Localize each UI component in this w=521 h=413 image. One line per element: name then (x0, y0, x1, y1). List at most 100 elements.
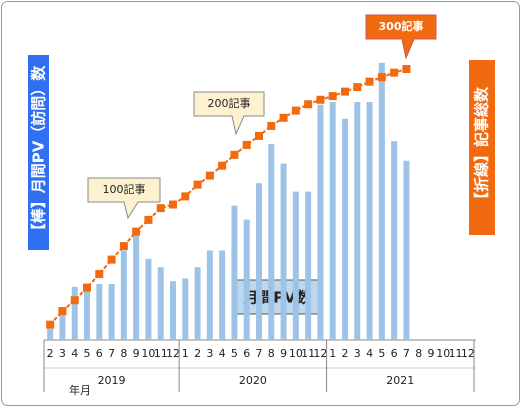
bar (84, 284, 90, 340)
bar (157, 267, 164, 340)
x-tick-label: 9 (133, 347, 140, 360)
line-marker (46, 320, 55, 329)
x-tick-label: 6 (243, 347, 250, 360)
x-tick-label: 9 (280, 347, 287, 360)
line-marker (242, 140, 251, 149)
bar (219, 250, 226, 340)
x-axis-label: 年月 (69, 383, 91, 397)
line-marker (181, 192, 190, 201)
bar (194, 267, 201, 340)
line-marker (328, 92, 337, 101)
x-tick-label: 10 (436, 347, 450, 360)
bar (47, 328, 54, 340)
line-marker (341, 87, 349, 96)
x-tick-label: 4 (219, 347, 226, 360)
annotation: 100記事 (103, 182, 146, 196)
line-marker (402, 65, 411, 74)
bar-label: 月間PV数 (242, 289, 312, 307)
line-marker (205, 171, 214, 180)
x-tick-label: 10 (289, 347, 303, 360)
x-tick-label: 5 (378, 347, 385, 360)
bar (96, 284, 103, 340)
bar (108, 284, 115, 340)
line-marker (119, 242, 128, 251)
line-marker (132, 227, 141, 236)
line-marker (169, 200, 177, 209)
line-marker (377, 73, 386, 82)
line-marker (390, 68, 399, 77)
bar (280, 163, 287, 340)
bar (59, 314, 66, 340)
x-tick-label: 8 (415, 347, 422, 360)
line-marker (70, 296, 79, 305)
callout-200 (193, 91, 265, 136)
line-marker (107, 255, 116, 264)
x-tick-label: 4 (366, 347, 373, 360)
y-axis-label-left: 【棒】月間PV（訪問）数 (30, 65, 48, 239)
callout-100 (87, 177, 161, 220)
x-tick-label: 2 (47, 347, 54, 360)
line-marker (316, 95, 325, 104)
bar (231, 205, 238, 340)
callout-300 (365, 14, 437, 60)
x-tick-label: 7 (403, 347, 410, 360)
line-marker (218, 161, 227, 170)
x-tick-label: 11 (301, 347, 315, 360)
bar (292, 191, 299, 340)
x-tick-label: 6 (96, 347, 103, 360)
x-tick-label: 3 (354, 347, 361, 360)
line-marker (279, 113, 288, 122)
x-tick-label: 12 (166, 347, 180, 360)
line-marker (267, 121, 276, 130)
bar (354, 102, 361, 340)
annotation: 200記事 (208, 96, 251, 110)
bar (305, 191, 312, 340)
bar (378, 62, 385, 341)
y-axis-label-right: 【折線】記事総数 (473, 86, 491, 207)
annotation: 300記事 (379, 19, 424, 33)
x-tick-label: 7 (108, 347, 115, 360)
x-tick-label: 1 (329, 347, 336, 360)
bar (256, 183, 262, 340)
line-marker (144, 215, 153, 224)
bar (120, 250, 127, 340)
line-marker (304, 100, 313, 109)
line-marker (353, 83, 362, 92)
x-tick-label: 11 (154, 347, 168, 360)
x-tick-label: 8 (120, 347, 127, 360)
bar (170, 281, 176, 340)
x-tick-label: 9 (428, 347, 435, 360)
x-tick-label: 12 (313, 347, 327, 360)
x-group-label: 2019 (98, 374, 126, 387)
left-label-box (28, 55, 49, 250)
bar (391, 141, 398, 340)
x-group-label: 2021 (386, 374, 414, 387)
x-group-label: 2020 (239, 374, 267, 387)
bar (329, 102, 336, 340)
bar (133, 230, 140, 340)
x-tick-label: 11 (449, 347, 463, 360)
x-tick-label: 2 (194, 347, 201, 360)
x-tick-label: 1 (182, 347, 189, 360)
x-tick-label: 8 (268, 347, 275, 360)
x-tick-label: 12 (461, 347, 475, 360)
line-marker (291, 106, 300, 115)
x-tick-label: 6 (391, 347, 398, 360)
x-tick-label: 7 (256, 347, 263, 360)
bar (317, 104, 324, 340)
right-label-box (469, 60, 495, 235)
line-marker (156, 204, 165, 213)
line-marker (58, 307, 67, 316)
x-tick-label: 5 (84, 347, 91, 360)
bar (243, 219, 250, 340)
line-marker (365, 77, 374, 86)
x-tick-label: 10 (141, 347, 155, 360)
x-tick-label: 4 (71, 347, 78, 360)
bar (366, 102, 373, 340)
bar (71, 286, 78, 340)
line-marker (230, 150, 239, 159)
line-marker (95, 270, 104, 279)
bar (145, 258, 152, 340)
x-tick-label: 2 (342, 347, 349, 360)
